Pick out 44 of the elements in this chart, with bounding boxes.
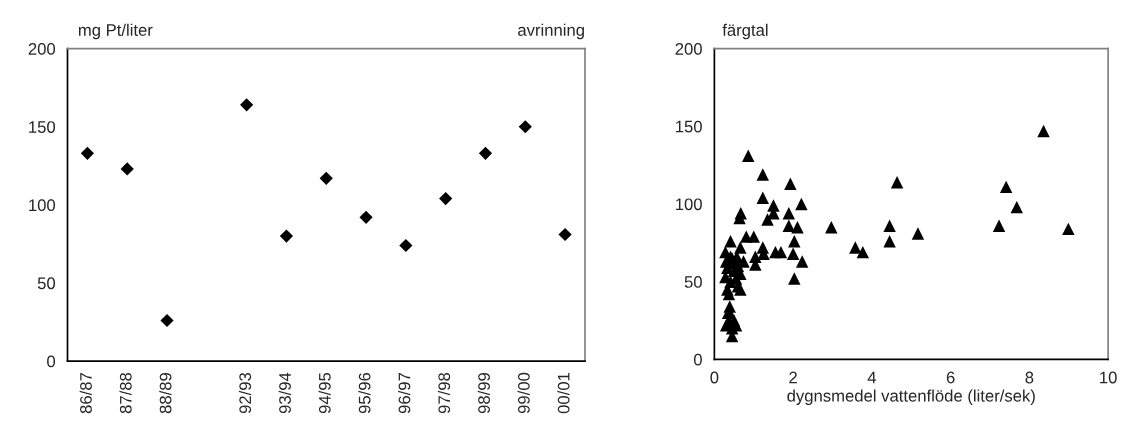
y-tick-label: 100: [29, 199, 56, 212]
y-axis-title: mg Pt/liter: [78, 23, 153, 40]
x-axis-title: dygnsmedel vattenflöde (liter/sek): [787, 389, 1035, 406]
y-tick-label: 0: [47, 355, 56, 368]
x-tick-label: 93/94: [278, 372, 291, 414]
x-tick-label: 10: [1100, 371, 1117, 384]
point: [240, 98, 254, 112]
point: [359, 210, 373, 224]
x-tick-label: 87/88: [119, 372, 132, 414]
point: [558, 227, 572, 242]
y-tick-label: 150: [676, 120, 702, 133]
x-tick-label: 2: [789, 371, 797, 384]
y-axis-title: färgtal: [722, 23, 768, 40]
point: [439, 192, 453, 206]
point: [518, 120, 532, 134]
x-tick-label: 94/95: [318, 372, 331, 414]
chart-title: avrinning: [518, 23, 584, 40]
x-tick-label: 97/98: [437, 372, 451, 414]
point: [319, 171, 333, 185]
y-tick-label: 150: [29, 121, 56, 133]
x-tick-label: 00/01: [557, 373, 570, 414]
point: [478, 146, 493, 160]
x-tick-label: 0: [710, 371, 719, 384]
point: [120, 162, 134, 176]
x-tick-label: 8: [1025, 371, 1034, 384]
x-tick-label: 4: [867, 371, 877, 384]
y-tick-label: 50: [684, 276, 702, 288]
point: [399, 238, 413, 253]
x-tick-label: 86/87: [79, 373, 92, 414]
x-tick-label: 99/00: [517, 372, 530, 414]
x-tick-label: 95/96: [358, 372, 371, 414]
point: [80, 146, 94, 160]
x-tick-label: 88/89: [159, 372, 172, 414]
y-tick-label: 0: [693, 353, 702, 366]
point: [160, 313, 174, 328]
x-tick-label: 6: [946, 371, 955, 384]
x-tick-label: 92/93: [238, 372, 252, 414]
point: [279, 229, 294, 243]
y-tick-label: 50: [37, 277, 56, 290]
y-tick-label: 200: [675, 43, 702, 55]
x-tick-label: 96/97: [398, 373, 411, 414]
x-tick-label: 98/99: [477, 372, 490, 414]
y-tick-label: 200: [28, 43, 56, 55]
y-tick-label: 100: [676, 198, 702, 211]
